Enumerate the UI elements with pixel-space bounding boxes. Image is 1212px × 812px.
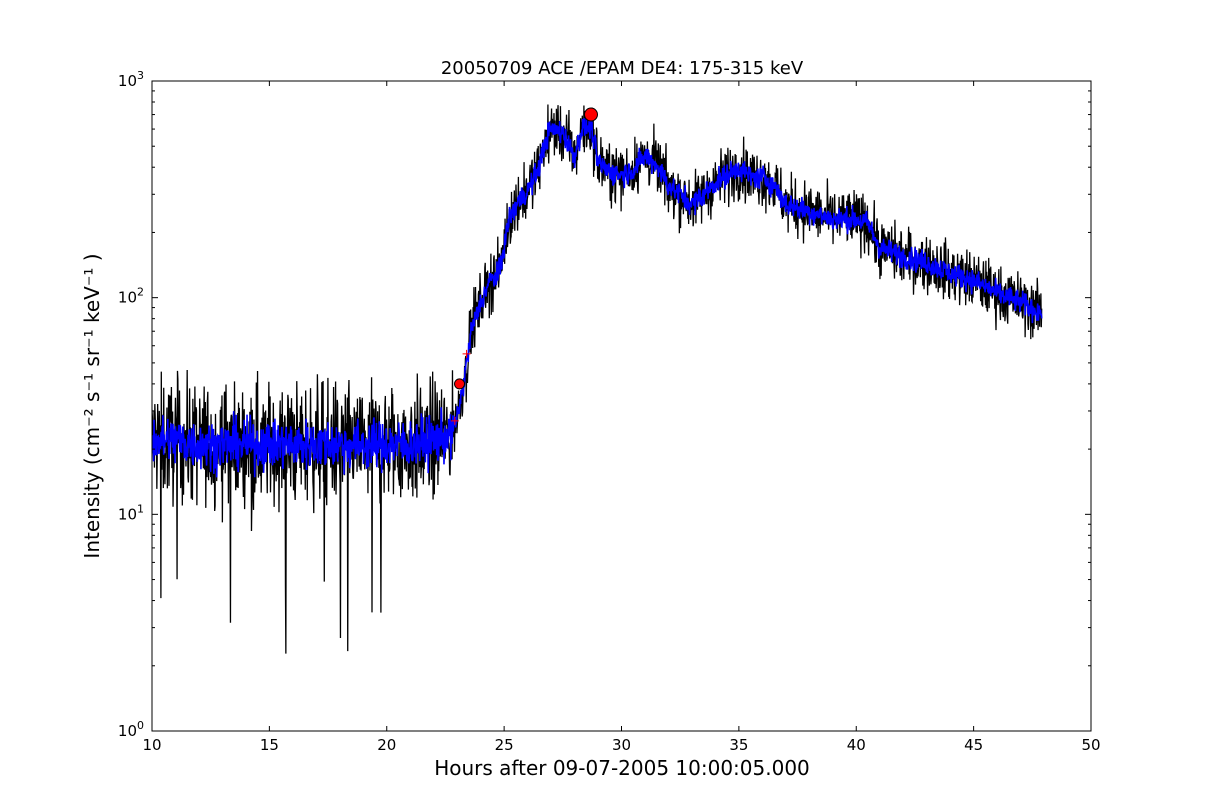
marker-layer: [450, 107, 598, 425]
chart-title: 20050709 ACE /EPAM DE4: 175-315 keV: [441, 58, 804, 79]
x-axis: 10 15 20 25 30 35 40 45 50: [142, 81, 1101, 754]
x-tick-label: 50: [1081, 736, 1100, 754]
x-tick-label: 10: [142, 736, 161, 754]
x-tick-label: 40: [847, 736, 866, 754]
series-line-smoothed: [152, 113, 1043, 478]
event-marker: [450, 416, 459, 425]
y-axis-title: Intensity (cm⁻² s⁻¹ sr⁻¹ keV⁻¹ ): [80, 253, 104, 558]
event-marker: [583, 107, 598, 122]
y-tick-label: 103: [118, 69, 144, 90]
y-tick-label: 102: [118, 286, 144, 307]
event-marker: [462, 349, 471, 358]
x-tick-label: 45: [964, 736, 983, 754]
y-tick-label: 100: [118, 719, 144, 740]
x-tick-label: 30: [612, 736, 631, 754]
x-axis-title: Hours after 09-07-2005 10:00:05.000: [434, 756, 810, 780]
x-tick-label: 25: [495, 736, 514, 754]
x-tick-label: 20: [377, 736, 396, 754]
x-tick-label: 35: [729, 736, 748, 754]
series-line-raw: [152, 104, 1043, 654]
event-marker: [454, 378, 466, 390]
x-tick-label: 15: [260, 736, 279, 754]
y-tick-label: 101: [118, 502, 144, 523]
y-axis: 100 101 102 103: [118, 69, 1091, 740]
series-layer: [152, 104, 1043, 654]
